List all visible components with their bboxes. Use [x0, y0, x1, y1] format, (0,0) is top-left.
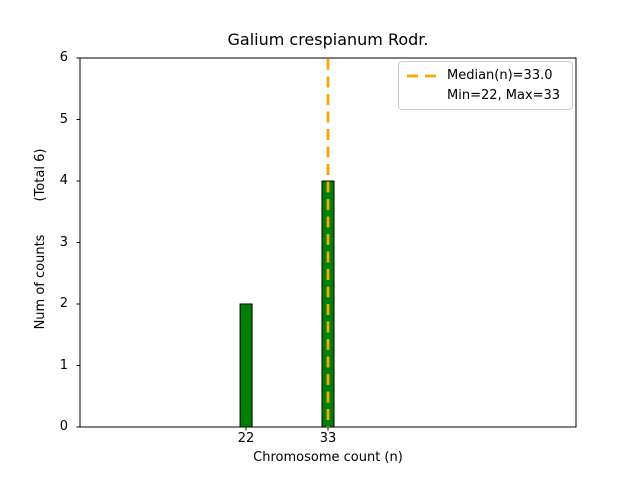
y-tick-label: 1	[59, 357, 68, 373]
median-dashed-line-icon	[407, 74, 437, 78]
y-tick-label: 5	[59, 111, 68, 127]
y-tick-label: 4	[59, 173, 68, 188]
bar-22	[239, 303, 253, 428]
x-tick-label: 22	[237, 431, 255, 446]
y-tick-label: 2	[59, 296, 68, 311]
legend-entry-minmax: Min=22, Max=33	[407, 86, 564, 106]
chart-title: Galium crespianum Rodr.	[227, 30, 429, 49]
legend-entry-median: Median(n)=33.0	[407, 66, 564, 86]
y-tick-label: 6	[59, 50, 68, 65]
legend-label-median: Median(n)=33.0	[447, 68, 553, 83]
legend: Median(n)=33.0 Min=22, Max=33	[398, 61, 573, 110]
legend-handle-spacer	[407, 94, 437, 98]
x-axis-label: Chromosome count (n)	[253, 450, 403, 465]
y-tick-label: 3	[59, 234, 68, 250]
y-tick-label: 0	[59, 419, 68, 434]
x-tick-label: 33	[319, 431, 337, 446]
legend-label-minmax: Min=22, Max=33	[447, 88, 561, 103]
